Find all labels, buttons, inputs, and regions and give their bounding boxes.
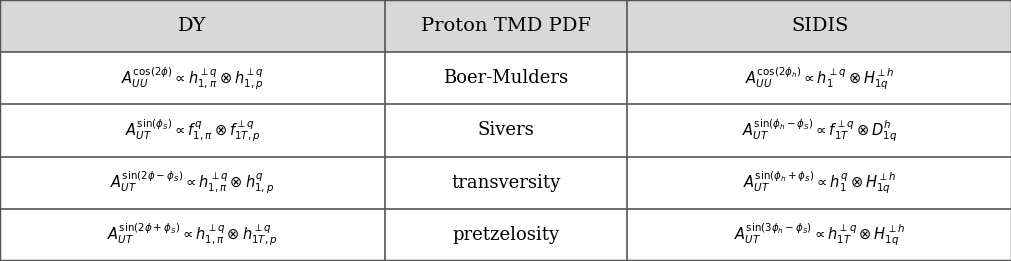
Bar [0,0,1011,52]
Text: $A_{UU}^{\cos(2\phi)} \propto h_{1,\pi}^{\perp q} \otimes h_{1,p}^{\perp q}$: $A_{UU}^{\cos(2\phi)} \propto h_{1,\pi}^… [120,65,264,92]
Bar [0,157,1011,209]
Text: $A_{UT}^{\sin(\phi_h+\phi_S)} \propto h_{1}^{q} \otimes H_{1q}^{\perp h}$: $A_{UT}^{\sin(\phi_h+\phi_S)} \propto h_… [742,169,896,196]
Text: SIDIS: SIDIS [791,17,847,35]
Bar [0,52,1011,104]
Text: Proton TMD PDF: Proton TMD PDF [421,17,590,35]
Text: DY: DY [178,17,206,35]
Bar [0,209,1011,261]
Text: $A_{UT}^{\sin(\phi_S)} \propto f_{1,\pi}^{q} \otimes f_{1T,p}^{\perp q}$: $A_{UT}^{\sin(\phi_S)} \propto f_{1,\pi}… [124,117,260,144]
Text: Sivers: Sivers [477,122,534,139]
Bar [0,104,1011,157]
Text: transversity: transversity [451,174,560,192]
Text: $A_{UU}^{\cos(2\phi_h)} \propto h_{1}^{\perp q} \otimes H_{1q}^{\perp h}$: $A_{UU}^{\cos(2\phi_h)} \propto h_{1}^{\… [744,65,894,92]
Text: pretzelosity: pretzelosity [452,226,559,244]
Text: $A_{UT}^{\sin(2\phi+\phi_S)} \propto h_{1,\pi}^{\perp q} \otimes h_{1T,p}^{\perp: $A_{UT}^{\sin(2\phi+\phi_S)} \propto h_{… [107,222,277,248]
Text: $A_{UT}^{\sin(2\phi-\phi_S)} \propto h_{1,\pi}^{\perp q} \otimes h_{1,p}^{q}$: $A_{UT}^{\sin(2\phi-\phi_S)} \propto h_{… [110,169,274,196]
Text: Boer-Mulders: Boer-Mulders [443,69,568,87]
Text: $A_{UT}^{\sin(\phi_h-\phi_S)} \propto f_{1T}^{\perp q} \otimes D_{1q}^{h}$: $A_{UT}^{\sin(\phi_h-\phi_S)} \propto f_… [741,117,897,144]
Text: $A_{UT}^{\sin(3\phi_h-\phi_S)} \propto h_{1T}^{\perp q} \otimes H_{1q}^{\perp h}: $A_{UT}^{\sin(3\phi_h-\phi_S)} \propto h… [734,222,904,248]
